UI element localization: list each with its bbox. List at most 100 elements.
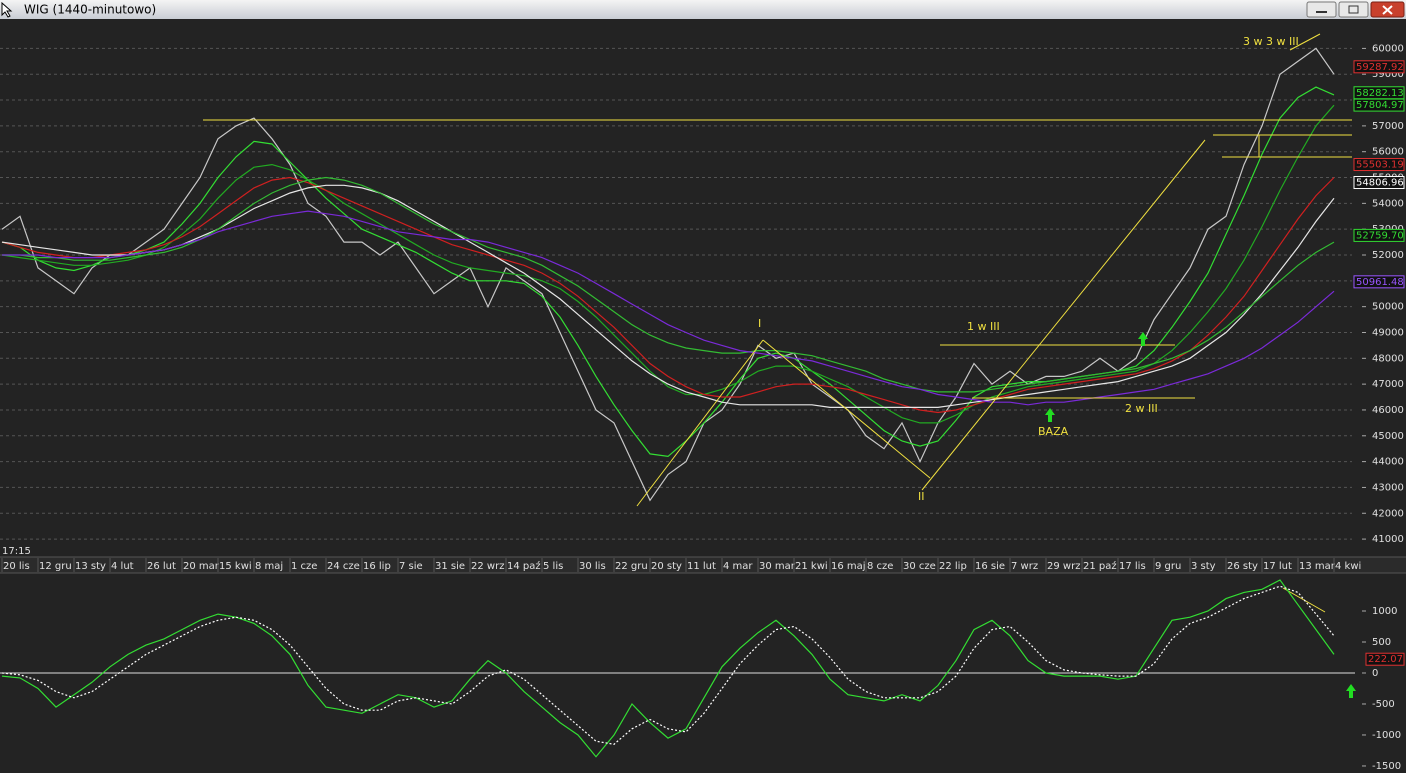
y-tick-label: 0 <box>1372 668 1378 679</box>
x-tick-label: 30 mar <box>759 561 796 572</box>
price-label: 54806.96 <box>1356 178 1404 189</box>
series-line <box>1 184 1335 408</box>
x-tick-label: 12 gru <box>39 561 72 572</box>
x-tick-label: 26 lut <box>147 561 176 572</box>
y-tick-label: 56000 <box>1372 147 1404 158</box>
y-tick-label: 49000 <box>1372 327 1404 338</box>
minimize-button[interactable] <box>1306 1 1337 18</box>
trend-line <box>762 339 931 479</box>
x-tick-label: 24 cze <box>327 561 360 572</box>
x-tick-label: 8 maj <box>255 561 283 572</box>
date-axis <box>0 557 1406 573</box>
y-tick-label: 60000 <box>1372 43 1404 54</box>
arrow <box>1045 408 1055 422</box>
y-tick-label: 43000 <box>1372 482 1404 493</box>
y-tick-label: 50000 <box>1372 302 1404 313</box>
price-label-box <box>1353 275 1405 289</box>
oscillator-panel: -1500 -1000 -500 0 500 1000 222.07 <box>0 579 1405 772</box>
series-line <box>1 104 1335 424</box>
price-label: 55503.19 <box>1356 160 1404 171</box>
signal-arrows <box>1045 332 1356 698</box>
x-tick-label: 17 lut <box>1263 561 1292 572</box>
arrow <box>1138 332 1148 346</box>
trend-line <box>636 339 764 507</box>
series-line <box>1 47 1335 502</box>
series-line <box>2 210 1335 406</box>
x-tick-label: 11 lut <box>687 561 716 572</box>
x-tick-label: 4 mar <box>723 561 753 572</box>
x-tick-label: 13 sty <box>75 561 106 572</box>
y-tick-label: 1000 <box>1372 606 1397 617</box>
annotation: 3 w 3 w III <box>1243 35 1299 48</box>
app-icon <box>1 1 13 18</box>
x-tick-label: 4 kwi <box>1335 561 1361 572</box>
x-tick-label: 7 sie <box>399 561 423 572</box>
y-tick-label: 45000 <box>1372 431 1404 442</box>
y-tick-label: 44000 <box>1372 457 1404 468</box>
x-tick-label: 21 paź <box>1083 560 1117 572</box>
x-tick-label: 20 lis <box>3 561 30 572</box>
price-label-box <box>1353 98 1405 112</box>
annotation: 2 w III <box>1125 402 1158 415</box>
x-tick-label: 22 lip <box>939 561 967 572</box>
y-tick-label: -1500 <box>1372 761 1401 772</box>
close-icon <box>1382 5 1393 15</box>
value-label: 222.07 <box>1368 654 1403 665</box>
x-tick-label: 1 cze <box>291 561 317 572</box>
price-label-box <box>1353 60 1405 74</box>
price-label-box <box>1353 228 1405 242</box>
x-tick-label: 22 gru <box>615 561 648 572</box>
x-tick-label: 7 wrz <box>1011 561 1038 572</box>
x-tick-label: 20 sty <box>651 561 682 572</box>
price-label: 50961.48 <box>1356 277 1404 288</box>
x-tick-label: 5 lis <box>543 561 563 572</box>
arrow <box>1346 684 1356 698</box>
x-tick-label: 30 cze <box>903 561 936 572</box>
x-tick-label: 4 lut <box>111 561 134 572</box>
price-label: 52759.70 <box>1356 230 1404 241</box>
y-tick-label: 47000 <box>1372 379 1404 390</box>
x-tick-label: 9 gru <box>1155 561 1181 572</box>
y-tick-label: 41000 <box>1372 534 1404 545</box>
series-line <box>2 176 1335 393</box>
trend-line <box>921 139 1206 491</box>
x-tick-label: 14 paź <box>507 560 541 572</box>
price-label: 57804.97 <box>1356 100 1404 111</box>
y-tick-label: 46000 <box>1372 405 1404 416</box>
x-tick-label: 3 sty <box>1191 561 1216 572</box>
y-tick-label: 42000 <box>1372 508 1404 519</box>
trend-lines <box>203 33 1352 613</box>
x-tick-label: 15 kwi <box>219 561 252 572</box>
price-label-box <box>1353 158 1405 172</box>
price-label-box <box>1353 176 1405 190</box>
price-label: 58282.13 <box>1356 88 1404 99</box>
series-line <box>1 579 1335 758</box>
y-tick-label: 48000 <box>1372 353 1404 364</box>
x-tick-label: 31 sie <box>435 561 465 572</box>
x-tick-label: 20 mar <box>183 561 220 572</box>
window-title: WIG (1440-minutowo) <box>24 3 156 17</box>
series-line <box>1 585 1335 745</box>
price-label: 59287.92 <box>1356 62 1404 73</box>
annotation: I <box>758 317 761 330</box>
price-panel: 41000 42000 43000 44000 45000 46000 47000 48000… <box>0 35 1405 557</box>
time-label: 17:15 <box>2 546 31 557</box>
x-tick-label: 16 sie <box>975 561 1005 572</box>
x-tick-label: 16 lip <box>363 561 391 572</box>
trend-line <box>1289 33 1321 51</box>
x-tick-label: 13 mar <box>1299 561 1336 572</box>
x-tick-label: 8 cze <box>867 561 893 572</box>
x-tick-label: 21 kwi <box>795 561 828 572</box>
title-bar <box>0 0 1406 19</box>
y-tick-label: 52000 <box>1372 250 1404 261</box>
restore-button[interactable] <box>1338 1 1369 18</box>
x-tick-label: 16 maj <box>831 561 866 572</box>
annotation: BAZA <box>1038 425 1069 438</box>
y-tick-label: 57000 <box>1372 121 1404 132</box>
series-line <box>1 176 1335 414</box>
y-tick-label: 54000 <box>1372 198 1404 209</box>
value-label-box <box>1365 652 1405 666</box>
